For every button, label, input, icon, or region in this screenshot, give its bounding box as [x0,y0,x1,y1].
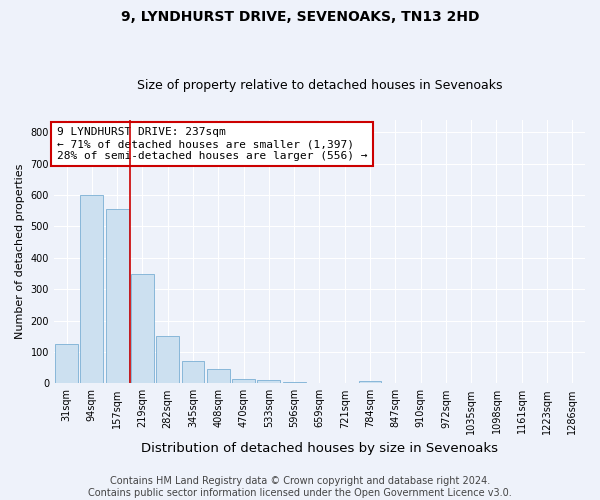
Bar [157,336,179,384]
Title: Size of property relative to detached houses in Sevenoaks: Size of property relative to detached ho… [137,79,502,92]
Bar [257,380,280,384]
Bar [283,382,305,384]
Bar [207,369,230,384]
Text: 9 LYNDHURST DRIVE: 237sqm
← 71% of detached houses are smaller (1,397)
28% of se: 9 LYNDHURST DRIVE: 237sqm ← 71% of detac… [56,128,367,160]
X-axis label: Distribution of detached houses by size in Sevenoaks: Distribution of detached houses by size … [141,442,498,455]
Bar [131,274,154,384]
Text: Contains HM Land Registry data © Crown copyright and database right 2024.
Contai: Contains HM Land Registry data © Crown c… [88,476,512,498]
Bar [80,195,103,384]
Bar [55,344,78,384]
Text: 9, LYNDHURST DRIVE, SEVENOAKS, TN13 2HD: 9, LYNDHURST DRIVE, SEVENOAKS, TN13 2HD [121,10,479,24]
Bar [182,362,205,384]
Y-axis label: Number of detached properties: Number of detached properties [15,164,25,339]
Bar [232,378,255,384]
Bar [359,381,382,384]
Bar [106,209,128,384]
